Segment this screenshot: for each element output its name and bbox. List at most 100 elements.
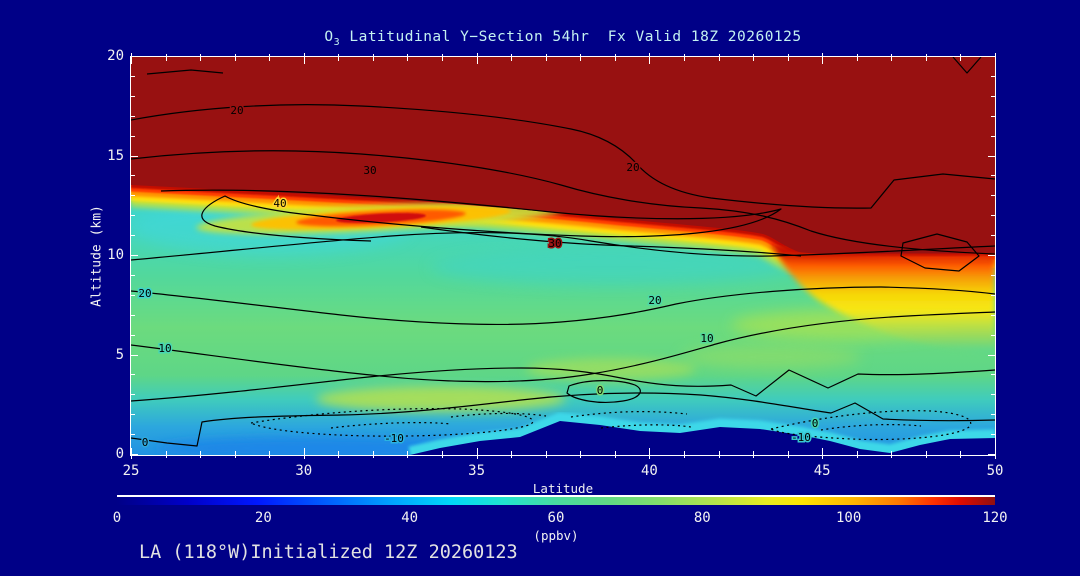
x-tick-mark bbox=[684, 54, 685, 61]
y-tick-mark bbox=[131, 295, 135, 296]
contour-top-right-notch bbox=[952, 57, 982, 74]
y-tick-mark bbox=[991, 414, 995, 415]
y-tick-mark bbox=[131, 414, 135, 415]
colorbar-tick-label: 0 bbox=[112, 510, 122, 526]
x-tick-mark bbox=[477, 53, 478, 64]
x-tick-mark bbox=[719, 54, 720, 61]
x-tick-label: 45 bbox=[813, 463, 831, 479]
terrain-mask bbox=[410, 421, 995, 455]
y-tick-mark bbox=[991, 275, 995, 276]
contour-label: 30 bbox=[548, 237, 561, 250]
x-tick-mark bbox=[649, 53, 650, 64]
contour-label: 20 bbox=[230, 104, 243, 117]
x-tick-mark bbox=[407, 451, 408, 458]
x-tick-mark bbox=[477, 448, 478, 459]
y-tick-mark bbox=[131, 454, 138, 455]
y-tick-mark bbox=[988, 56, 995, 57]
y-tick-mark bbox=[131, 76, 135, 77]
y-tick-mark bbox=[131, 315, 135, 316]
y-tick-mark bbox=[988, 156, 995, 157]
contour-label: 0 bbox=[142, 436, 149, 449]
x-tick-mark bbox=[753, 451, 754, 458]
y-tick-mark bbox=[991, 235, 995, 236]
contour-40-fold bbox=[160, 189, 782, 242]
x-tick-mark bbox=[719, 451, 720, 458]
y-tick-label: 5 bbox=[115, 346, 124, 363]
y-tick-mark bbox=[131, 116, 135, 117]
y-tick-mark bbox=[131, 156, 138, 157]
y-tick-mark bbox=[131, 255, 138, 256]
y-tick-label: 20 bbox=[107, 48, 124, 64]
plot-title: O3 Latitudinal Y−Section 54hr Fx Valid 1… bbox=[131, 29, 995, 48]
contour-20-strat bbox=[131, 104, 995, 209]
y-tick-mark bbox=[131, 374, 135, 375]
y-tick-mark bbox=[991, 335, 995, 336]
colorbar-tick-label: 20 bbox=[254, 510, 272, 526]
colorbar-tick-label: 60 bbox=[547, 510, 565, 526]
y-tick-mark bbox=[131, 96, 135, 97]
ozone-fold-lens bbox=[196, 201, 566, 235]
y-tick-mark bbox=[131, 175, 135, 176]
colorbar-tick-label: 80 bbox=[693, 510, 711, 526]
x-tick-mark bbox=[200, 54, 201, 61]
contour-lines bbox=[131, 57, 995, 447]
y-tick-label: 0 bbox=[115, 446, 124, 462]
x-tick-mark bbox=[304, 53, 305, 64]
x-tick-mark bbox=[891, 54, 892, 61]
x-tick-mark bbox=[926, 54, 927, 61]
x-tick-mark bbox=[995, 53, 996, 64]
y-tick-mark bbox=[991, 374, 995, 375]
blue-patch-surface-left bbox=[156, 437, 486, 455]
x-tick-mark bbox=[857, 451, 858, 458]
x-tick-mark bbox=[131, 53, 132, 64]
x-tick-mark bbox=[338, 54, 339, 61]
x-tick-mark bbox=[891, 451, 892, 458]
x-tick-mark bbox=[131, 448, 132, 459]
y-tick-label: 15 bbox=[107, 147, 124, 164]
y-tick-mark bbox=[131, 195, 135, 196]
x-tick-mark bbox=[926, 451, 927, 458]
contour-top-short bbox=[146, 69, 224, 75]
contour-negative-dotted bbox=[250, 408, 972, 441]
x-tick-mark bbox=[511, 54, 512, 61]
green-patch-right bbox=[681, 345, 861, 369]
x-tick-mark bbox=[788, 54, 789, 61]
contour-mid-tropo bbox=[131, 367, 995, 402]
contour-30-lower bbox=[420, 226, 802, 257]
y-tick-mark bbox=[131, 275, 135, 276]
x-tick-mark bbox=[580, 54, 581, 61]
contour-label: 10 bbox=[158, 342, 171, 355]
x-tick-label: 25 bbox=[122, 463, 140, 479]
yellow-green-patch-mid bbox=[526, 358, 696, 380]
contour-label: 30 bbox=[363, 164, 376, 177]
x-tick-label: 35 bbox=[468, 463, 486, 479]
x-tick-mark bbox=[960, 451, 961, 458]
plot-title-o: O bbox=[324, 29, 334, 45]
yellow-green-patch-left bbox=[316, 386, 566, 412]
y-tick-mark bbox=[991, 215, 995, 216]
y-tick-mark bbox=[131, 136, 135, 137]
x-tick-mark bbox=[304, 448, 305, 459]
y-tick-mark bbox=[991, 76, 995, 77]
x-tick-mark bbox=[235, 54, 236, 61]
x-tick-mark bbox=[269, 54, 270, 61]
contour-label: 10 bbox=[700, 332, 713, 345]
y-tick-mark bbox=[991, 295, 995, 296]
contour-label: 20 bbox=[626, 161, 639, 174]
x-tick-mark bbox=[511, 451, 512, 458]
y-axis-title: Altitude (km) bbox=[89, 205, 105, 307]
y-tick-mark bbox=[991, 434, 995, 435]
y-tick-mark bbox=[991, 96, 995, 97]
contour-label: 20 bbox=[138, 287, 151, 300]
contour-0-tropo bbox=[131, 392, 995, 447]
y-tick-mark bbox=[991, 116, 995, 117]
contour-closed-loop-right bbox=[900, 233, 980, 272]
y-tick-mark bbox=[991, 136, 995, 137]
y-tick-mark bbox=[131, 335, 135, 336]
contour-label: 0 bbox=[597, 384, 604, 397]
x-tick-label: 40 bbox=[640, 463, 658, 479]
contour-20-tropo bbox=[131, 286, 995, 326]
cyan-band-above-terrain bbox=[408, 412, 995, 455]
axis-tick-marks bbox=[131, 53, 996, 459]
